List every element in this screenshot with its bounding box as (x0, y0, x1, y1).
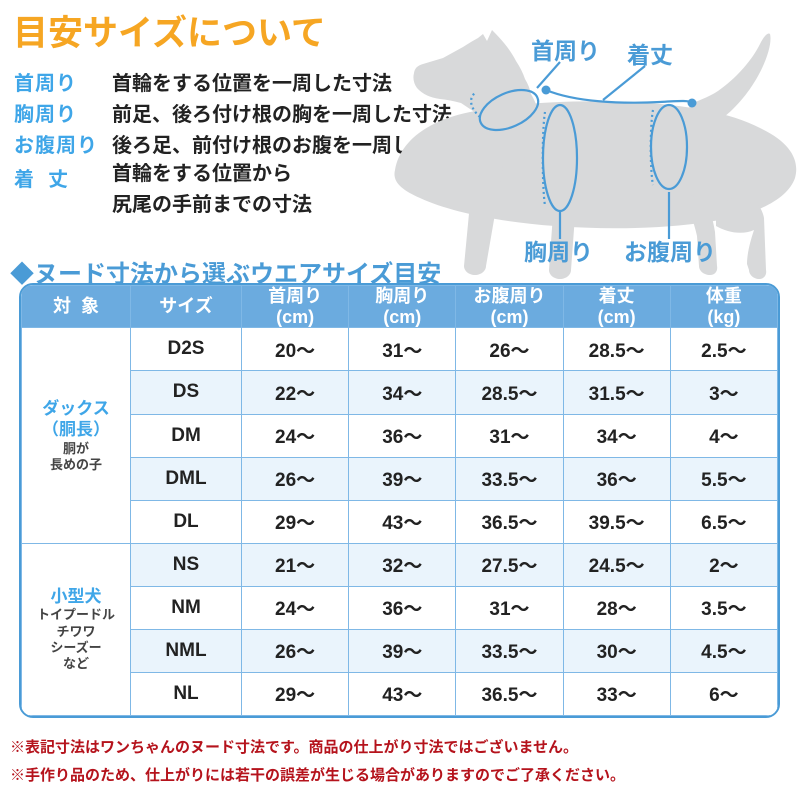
svg-text:着丈: 着丈 (627, 42, 673, 68)
svg-text:胸周り: 胸周り (524, 239, 593, 265)
svg-text:首周り: 首周り (531, 38, 600, 64)
svg-text:お腹周り: お腹周り (624, 239, 716, 265)
